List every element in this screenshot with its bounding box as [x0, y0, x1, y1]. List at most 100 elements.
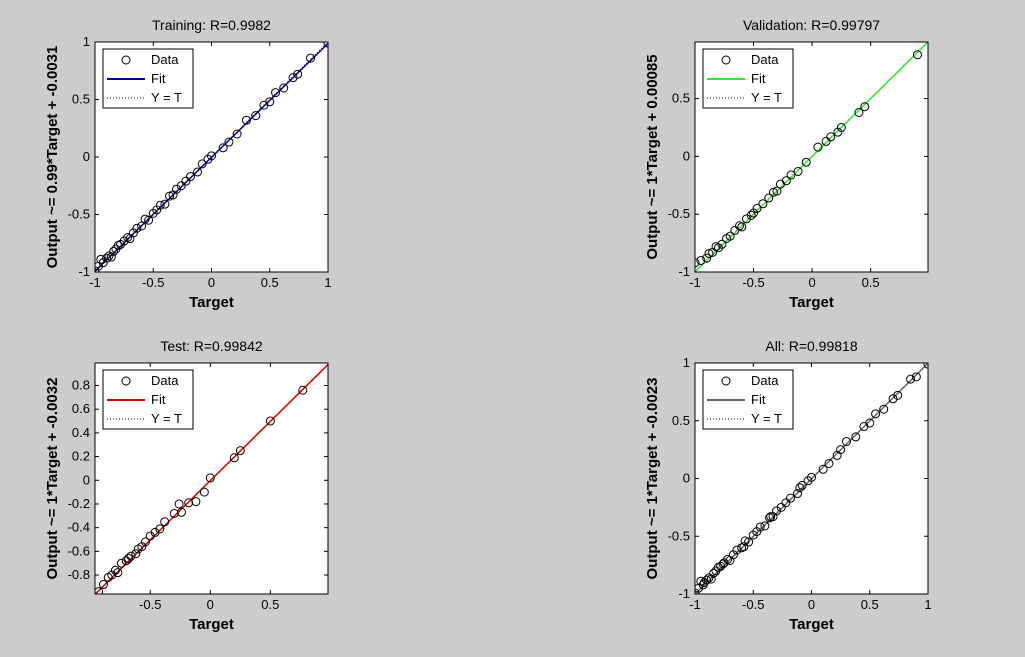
data-point	[793, 489, 803, 499]
data-point	[144, 215, 154, 225]
data-point	[113, 568, 123, 578]
axes-box	[94, 362, 329, 595]
plot-content	[695, 42, 928, 272]
data-point	[251, 111, 261, 121]
data-point	[906, 374, 916, 384]
data-point	[737, 543, 747, 553]
y-tick-label: 0.8	[72, 378, 90, 393]
x-tick-label: 0.5	[261, 275, 279, 290]
plot-content	[95, 363, 328, 594]
y-axis-label: Output ~= 1*Target + -0.0023	[644, 378, 661, 580]
data-point	[737, 222, 747, 232]
legend-label: Fit	[751, 71, 766, 86]
data-point	[888, 394, 898, 404]
data-point	[786, 493, 796, 503]
data-point	[176, 507, 186, 517]
data-point	[298, 385, 308, 395]
data-point	[232, 129, 242, 139]
y-tick-label: 0.4	[72, 425, 90, 440]
legend-marker	[121, 55, 131, 65]
x-tick-label: 0	[808, 275, 815, 290]
data-point	[911, 372, 921, 382]
data-point	[772, 186, 782, 196]
data-point	[723, 554, 733, 564]
axes-box	[694, 41, 929, 273]
y-tick-label: -1	[78, 264, 90, 279]
data-point	[781, 176, 791, 186]
data-point	[746, 210, 756, 220]
data-point	[893, 390, 903, 400]
y-tick-label: -0.4	[68, 520, 90, 535]
data-point	[730, 225, 740, 235]
data-point	[740, 536, 750, 546]
x-tick-label: -0.5	[142, 275, 164, 290]
subplot-title: Training: R=0.9982	[152, 17, 271, 33]
data-point	[821, 136, 831, 146]
legend-label: Y = T	[151, 90, 182, 105]
data-point	[306, 53, 316, 63]
subplot-title: Test: R=0.99842	[160, 338, 263, 354]
y-tick-label: 0.2	[72, 449, 90, 464]
subplot: -1 -0.5 0 0.5 -1 -0.5 0 0.5 Validation: R=0.9979…	[644, 17, 929, 311]
data-point	[172, 184, 182, 194]
data-point	[836, 445, 846, 455]
subplot-title: Validation: R=0.99797	[743, 17, 880, 33]
data-point	[854, 108, 864, 118]
data-point	[193, 167, 203, 177]
data-point	[744, 537, 754, 547]
data-point	[106, 252, 116, 262]
y-tick-label: 0	[683, 148, 690, 163]
x-tick-label: 0	[208, 275, 215, 290]
x-tick-label: -0.5	[742, 597, 764, 612]
data-point	[155, 200, 165, 210]
data-point	[160, 517, 170, 527]
data-point	[734, 221, 744, 231]
data-point	[776, 502, 786, 512]
data-point	[123, 233, 133, 242]
data-point	[713, 562, 723, 572]
data-point	[288, 73, 298, 83]
data-point	[140, 214, 150, 224]
data-point	[207, 151, 216, 161]
data-point	[235, 446, 245, 456]
data-point	[160, 199, 170, 209]
data-point	[755, 522, 765, 532]
data-point	[155, 524, 165, 534]
data-point	[110, 565, 120, 575]
y-tick-label: 1	[683, 355, 690, 370]
x-axis-label: Target	[789, 294, 834, 311]
subplot-title: All: R=0.99818	[765, 338, 857, 354]
data-point	[725, 231, 735, 241]
x-tick-label: 0.5	[261, 597, 279, 612]
x-tick-label: -1	[89, 275, 101, 290]
data-point	[699, 577, 709, 587]
data-point	[293, 69, 303, 79]
y-tick-label: -0.2	[68, 496, 90, 511]
data-point	[865, 418, 875, 428]
data-point	[121, 556, 131, 566]
data-point	[241, 115, 251, 125]
y-tick-label: 0	[83, 149, 90, 164]
data-point	[760, 521, 770, 531]
data-point	[739, 542, 749, 552]
data-point	[197, 159, 207, 169]
data-point	[323, 42, 328, 48]
legend-label: Y = T	[751, 411, 782, 426]
legend-marker	[721, 376, 731, 386]
data-point	[229, 453, 239, 463]
data-point	[718, 559, 728, 569]
x-tick-label: -0.5	[139, 597, 161, 612]
data-point	[786, 170, 796, 180]
subplot: -0.5 0 0.5 -0.8 -0.6 -0.4 -0.2 0 0.2 0.4 0.6 0.8 Tes…	[44, 338, 329, 633]
data-point	[104, 251, 114, 261]
data-point	[795, 483, 805, 493]
data-point	[695, 588, 700, 594]
data-point	[191, 497, 201, 507]
data-point	[709, 568, 719, 578]
data-point	[860, 102, 870, 112]
x-tick-label: 1	[324, 275, 331, 290]
data-point	[704, 573, 714, 583]
data-point	[137, 221, 147, 231]
data-point	[95, 266, 100, 272]
